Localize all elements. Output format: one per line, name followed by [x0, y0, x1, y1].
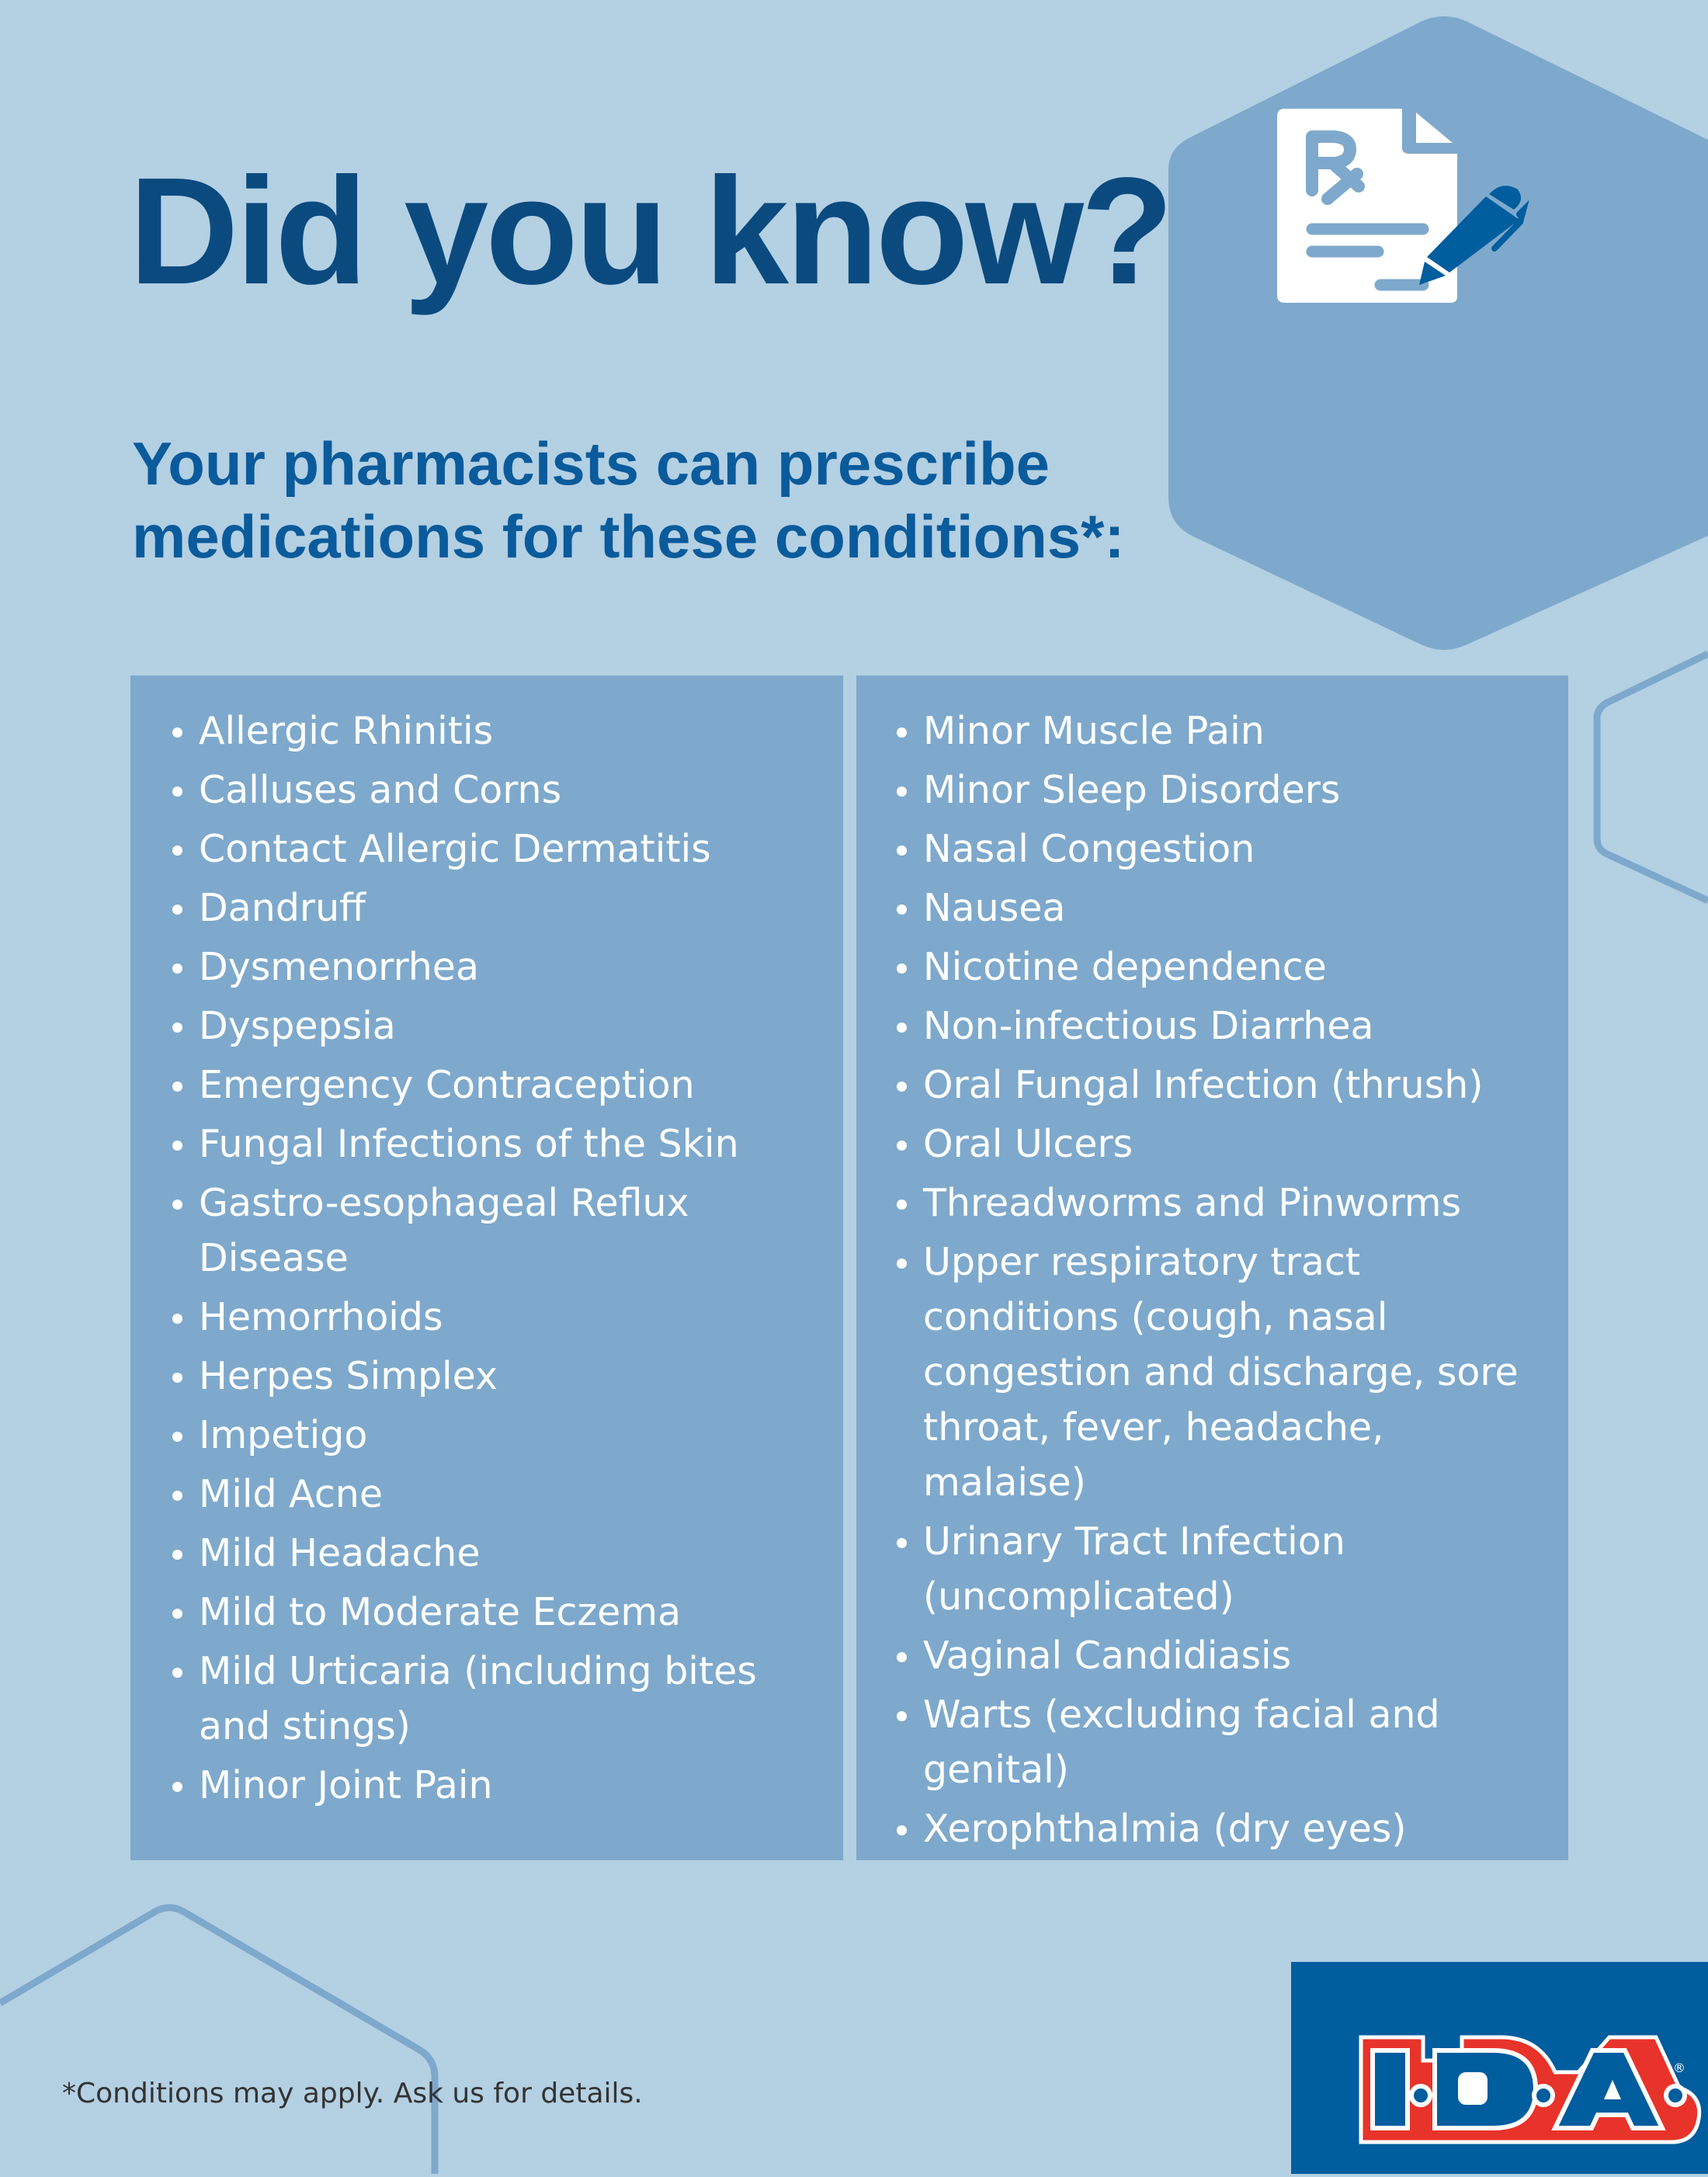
- condition-item: Dyspepsia: [172, 998, 797, 1054]
- condition-item: Hemorrhoids: [172, 1290, 797, 1345]
- conditions-panel-left: Allergic Rhinitis Calluses and Corns Conta…: [130, 675, 843, 1860]
- registered-mark: ®: [1673, 2061, 1685, 2075]
- condition-item: Dysmenorrhea: [172, 939, 797, 995]
- condition-item: Threadworms and Pinworms: [897, 1175, 1552, 1231]
- condition-item: Nasal Congestion: [897, 821, 1552, 877]
- hexagon-outline-bottom: [0, 1904, 439, 2174]
- condition-item: Dandruff: [172, 880, 797, 936]
- subtitle-line-1: Your pharmacists can prescribe: [132, 429, 1050, 498]
- condition-item: Impetigo: [172, 1408, 797, 1463]
- subtitle-line-2: medications for these conditions*:: [132, 502, 1125, 571]
- condition-item: Upper respiratory tract conditions (coug…: [897, 1234, 1552, 1510]
- condition-item: Warts (excluding facial and genital): [897, 1687, 1552, 1797]
- page-title: Did you know?: [129, 146, 1174, 316]
- hexagon-outline-right: [1593, 650, 1708, 904]
- condition-item: Minor Muscle Pain: [897, 703, 1552, 759]
- hexagon-badge: [1168, 16, 1708, 650]
- condition-item: Vaginal Candidiasis: [897, 1628, 1552, 1683]
- ida-logo-mark: ®: [1359, 2035, 1702, 2144]
- condition-item: Mild to Moderate Eczema: [172, 1585, 797, 1640]
- condition-item: Nicotine dependence: [897, 939, 1552, 995]
- condition-item: Fungal Infections of the Skin: [172, 1116, 797, 1172]
- condition-item: Gastro-esophageal Reflux Disease: [172, 1175, 797, 1286]
- conditions-list-right: Minor Muscle Pain Minor Sleep Disorders Na…: [897, 703, 1552, 1860]
- conditions-panel-right: Minor Muscle Pain Minor Sleep Disorders Na…: [856, 675, 1568, 1860]
- ida-logo: ®: [1291, 1962, 1708, 2174]
- condition-item: Non-infectious Diarrhea: [897, 998, 1552, 1054]
- condition-item: Mild Acne: [172, 1467, 797, 1522]
- condition-item: Emergency Contraception: [172, 1057, 797, 1113]
- condition-item: Herpes Simplex: [172, 1349, 797, 1404]
- condition-item: Oral Fungal Infection (thrush): [897, 1057, 1552, 1113]
- condition-item: Minor Sleep Disorders: [897, 762, 1552, 818]
- condition-item: Contact Allergic Dermatitis: [172, 821, 797, 877]
- condition-item: Nausea: [897, 880, 1552, 936]
- condition-item: Xerophthalmia (dry eyes): [897, 1801, 1552, 1856]
- prescription-document-pen-icon: [1277, 109, 1529, 303]
- condition-item: Calluses and Corns: [172, 762, 797, 818]
- condition-item: Mild Urticaria (including bites and stin…: [172, 1644, 797, 1754]
- footnote: *Conditions may apply. Ask us for detail…: [62, 2078, 643, 2109]
- page-subtitle: Your pharmacists can prescribe medication…: [132, 427, 1141, 573]
- condition-item: Minor Joint Pain: [172, 1758, 797, 1813]
- condition-item: Urinary Tract Infection (uncomplicated): [897, 1514, 1552, 1624]
- conditions-list-left: Allergic Rhinitis Calluses and Corns Conta…: [172, 703, 797, 1817]
- condition-item: Oral Ulcers: [897, 1116, 1552, 1172]
- condition-item: Allergic Rhinitis: [172, 703, 797, 759]
- condition-item: Mild Headache: [172, 1526, 797, 1581]
